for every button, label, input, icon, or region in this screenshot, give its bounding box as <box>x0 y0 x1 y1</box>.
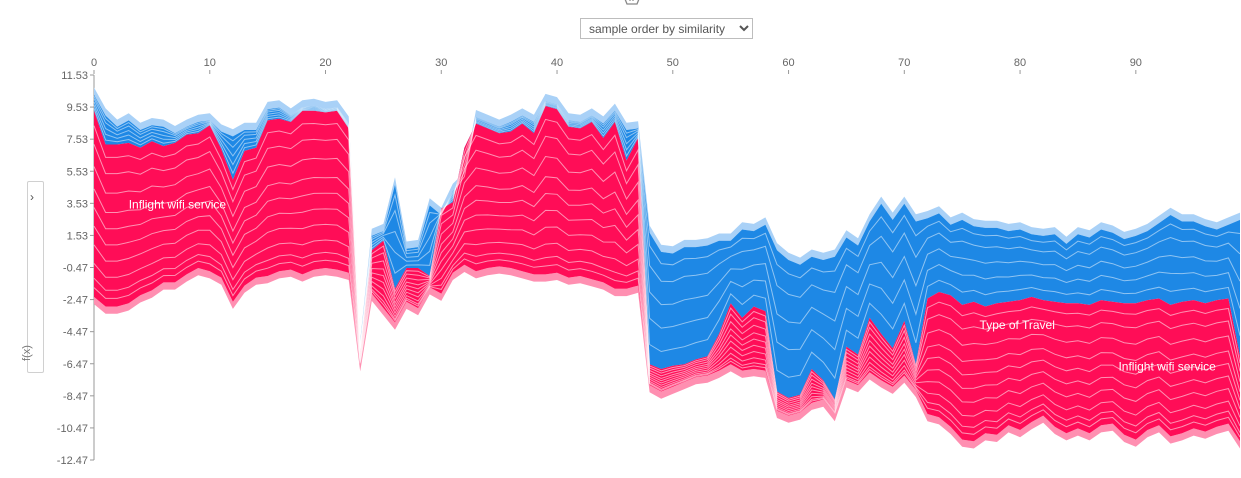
negative-feature-line <box>93 103 1241 351</box>
x-tick-label: 80 <box>1014 57 1026 69</box>
y-tick-label: 5.53 <box>67 166 88 178</box>
stacked-areas <box>94 87 1240 449</box>
pentagon-logo-icon <box>620 0 644 13</box>
positive-feature-line <box>93 155 1241 406</box>
y-tick-label: 3.53 <box>67 198 88 210</box>
y-tick-label: -2.47 <box>63 295 88 307</box>
x-tick-label: 70 <box>898 57 910 69</box>
chevron-right-icon: › <box>30 190 34 204</box>
side-panel-toggle[interactable]: › f(x) <box>21 181 44 373</box>
y-tick-label: -8.47 <box>63 391 88 403</box>
y-tick-label: -6.47 <box>63 359 88 371</box>
y-tick-label: 1.53 <box>67 230 88 242</box>
x-tick-label: 0 <box>91 57 97 69</box>
negative-halo-area <box>94 87 1240 349</box>
y-tick-label: -0.47 <box>63 263 88 275</box>
x-tick-label: 90 <box>1130 57 1142 69</box>
feature-annotation: Type of Travel <box>980 318 1055 332</box>
y-tick-label: -10.47 <box>57 423 88 435</box>
y-tick-label: -12.47 <box>57 455 88 467</box>
y-tick-label: 11.53 <box>61 70 88 82</box>
negative-feature-line <box>93 101 1241 349</box>
x-tick-label: 50 <box>667 57 679 69</box>
positive-feature-line <box>93 135 1241 404</box>
y-axis-selector-label[interactable]: f(x) <box>20 345 33 361</box>
positive-halo-area <box>94 264 1240 449</box>
positive-feature-line <box>93 223 1241 418</box>
positive-feature-line <box>93 118 1241 403</box>
x-tick-label: 40 <box>551 57 563 69</box>
x-tick-label: 10 <box>204 57 216 69</box>
negative-feature-line <box>93 104 1241 380</box>
x-axis: 0 10 20 30 40 50 60 70 80 90 <box>91 57 1142 74</box>
negative-feature-line <box>93 98 1241 349</box>
positive-feature-line <box>93 208 1241 410</box>
y-tick-label: 7.53 <box>67 134 88 146</box>
y-tick-label: -4.47 <box>63 327 88 339</box>
positive-feature-line <box>93 176 1241 407</box>
feature-annotation: Inflight wifi service <box>1118 360 1216 374</box>
positive-feature-line <box>93 251 1241 433</box>
order-select-wrapper: sample order by similarity <box>580 18 753 39</box>
positive-feature-line <box>93 239 1241 427</box>
negative-feature-line <box>93 96 1241 349</box>
positive-feature-line <box>93 258 1241 438</box>
sample-order-select[interactable]: sample order by similarity <box>580 18 753 39</box>
positive-area <box>94 106 1240 442</box>
feature-boundary-lines <box>93 96 1241 438</box>
feature-annotation: Inflight wifi service <box>129 198 227 212</box>
positive-feature-line <box>93 192 1241 409</box>
feature-annotations: Inflight wifi service Type of Travel Infli… <box>129 198 1216 374</box>
x-tick-label: 30 <box>435 57 447 69</box>
y-tick-label: 9.53 <box>67 102 88 114</box>
x-tick-label: 20 <box>319 57 331 69</box>
y-axis: 11.53 9.53 7.53 5.53 3.53 1.53 -0.47 -2.47 -4.47… <box>57 70 95 467</box>
x-tick-label: 60 <box>782 57 794 69</box>
